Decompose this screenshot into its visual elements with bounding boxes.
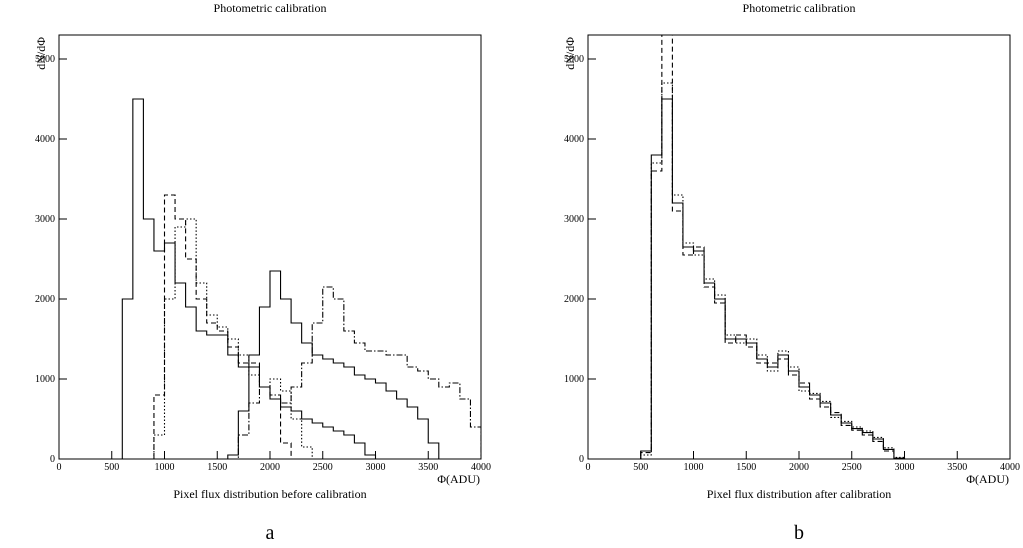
subtitle: Pixel flux distribution before calibrati… [173, 487, 366, 501]
histogram-line [59, 194, 481, 459]
x-tick-label: 0 [586, 462, 591, 473]
y-axis-label: dN/dΦ [563, 37, 577, 70]
y-tick-label: 5000 [564, 54, 584, 65]
x-tick-label: 4000 [471, 462, 491, 473]
y-tick-label: 2000 [564, 294, 584, 305]
x-axis-label: Φ(ADU) [437, 472, 480, 486]
y-tick-label: 0 [579, 454, 584, 465]
y-axis-label: dN/dΦ [34, 37, 48, 70]
y-tick-label: 1000 [564, 374, 584, 385]
x-tick-label: 3500 [947, 462, 967, 473]
x-tick-label: 2500 [313, 462, 333, 473]
x-tick-label: 1500 [207, 462, 227, 473]
y-tick-label: 5000 [35, 54, 55, 65]
x-tick-label: 2000 [789, 462, 809, 473]
y-tick-label: 2000 [35, 294, 55, 305]
x-tick-label: 2500 [842, 462, 862, 473]
caption: a [266, 522, 275, 544]
chart-title: Photometric calibration [214, 1, 327, 15]
y-tick-label: 0 [50, 454, 55, 465]
x-tick-label: 4000 [1000, 462, 1020, 473]
y-tick-label: 4000 [564, 134, 584, 145]
y-tick-label: 3000 [564, 214, 584, 225]
x-tick-label: 500 [104, 462, 119, 473]
x-tick-label: 0 [57, 462, 62, 473]
subtitle: Pixel flux distribution after calibratio… [707, 487, 892, 501]
histogram-line [59, 286, 481, 459]
x-tick-label: 1000 [684, 462, 704, 473]
x-tick-label: 500 [633, 462, 648, 473]
x-tick-label: 2000 [260, 462, 280, 473]
x-axis-label: Φ(ADU) [966, 472, 1009, 486]
x-tick-label: 3000 [366, 462, 386, 473]
histogram-line [59, 270, 481, 459]
x-tick-label: 3000 [895, 462, 915, 473]
y-tick-label: 1000 [35, 374, 55, 385]
panel: Photometric calibration dN/dΦ Φ(ADU) Pixel … [34, 1, 491, 544]
x-tick-label: 1000 [155, 462, 175, 473]
chart-title: Photometric calibration [743, 1, 856, 15]
y-tick-label: 4000 [35, 134, 55, 145]
x-tick-label: 3500 [418, 462, 438, 473]
y-tick-label: 3000 [35, 214, 55, 225]
x-tick-label: 1500 [736, 462, 756, 473]
histogram-line [588, 35, 1010, 459]
panel: Photometric calibration dN/dΦ Φ(ADU) Pixel … [563, 1, 1020, 544]
caption: b [794, 522, 804, 544]
